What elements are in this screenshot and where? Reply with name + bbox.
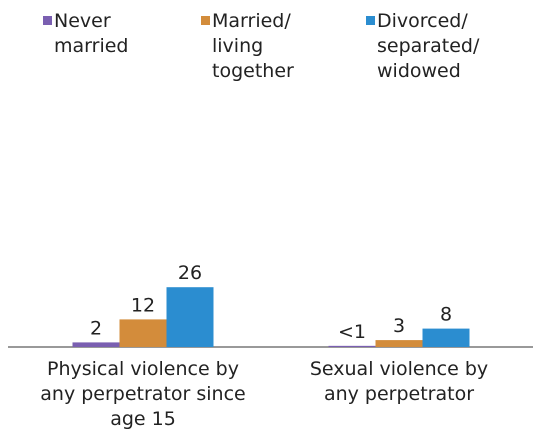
x-tick-label: Physical violence by any perpetrator sin… (40, 358, 246, 430)
data-label: 3 (393, 315, 405, 337)
legend-entry: Divorced/ separated/ widowed (366, 9, 497, 84)
bar (422, 328, 470, 347)
legend-entry: Never married (43, 9, 144, 59)
bar (119, 319, 167, 347)
data-label: 8 (440, 304, 452, 326)
data-label: 26 (178, 262, 202, 284)
legend-label: Married/ living together (212, 10, 294, 82)
legend-label: Divorced/ separated/ widowed (377, 10, 480, 82)
legend-swatch (43, 16, 52, 25)
x-tick-label: Sexual violence by any perpetrator (309, 358, 489, 405)
bar (375, 340, 423, 347)
data-label: <1 (338, 321, 366, 343)
bar (72, 342, 120, 347)
legend-label: Never married (54, 10, 129, 57)
data-label: 12 (131, 294, 155, 316)
legend-entry: Married/ living together (201, 9, 312, 84)
bar (166, 287, 214, 347)
legend-swatch (366, 16, 375, 25)
bar (328, 345, 376, 347)
legend-swatch (201, 16, 210, 25)
data-label: 2 (90, 317, 102, 339)
